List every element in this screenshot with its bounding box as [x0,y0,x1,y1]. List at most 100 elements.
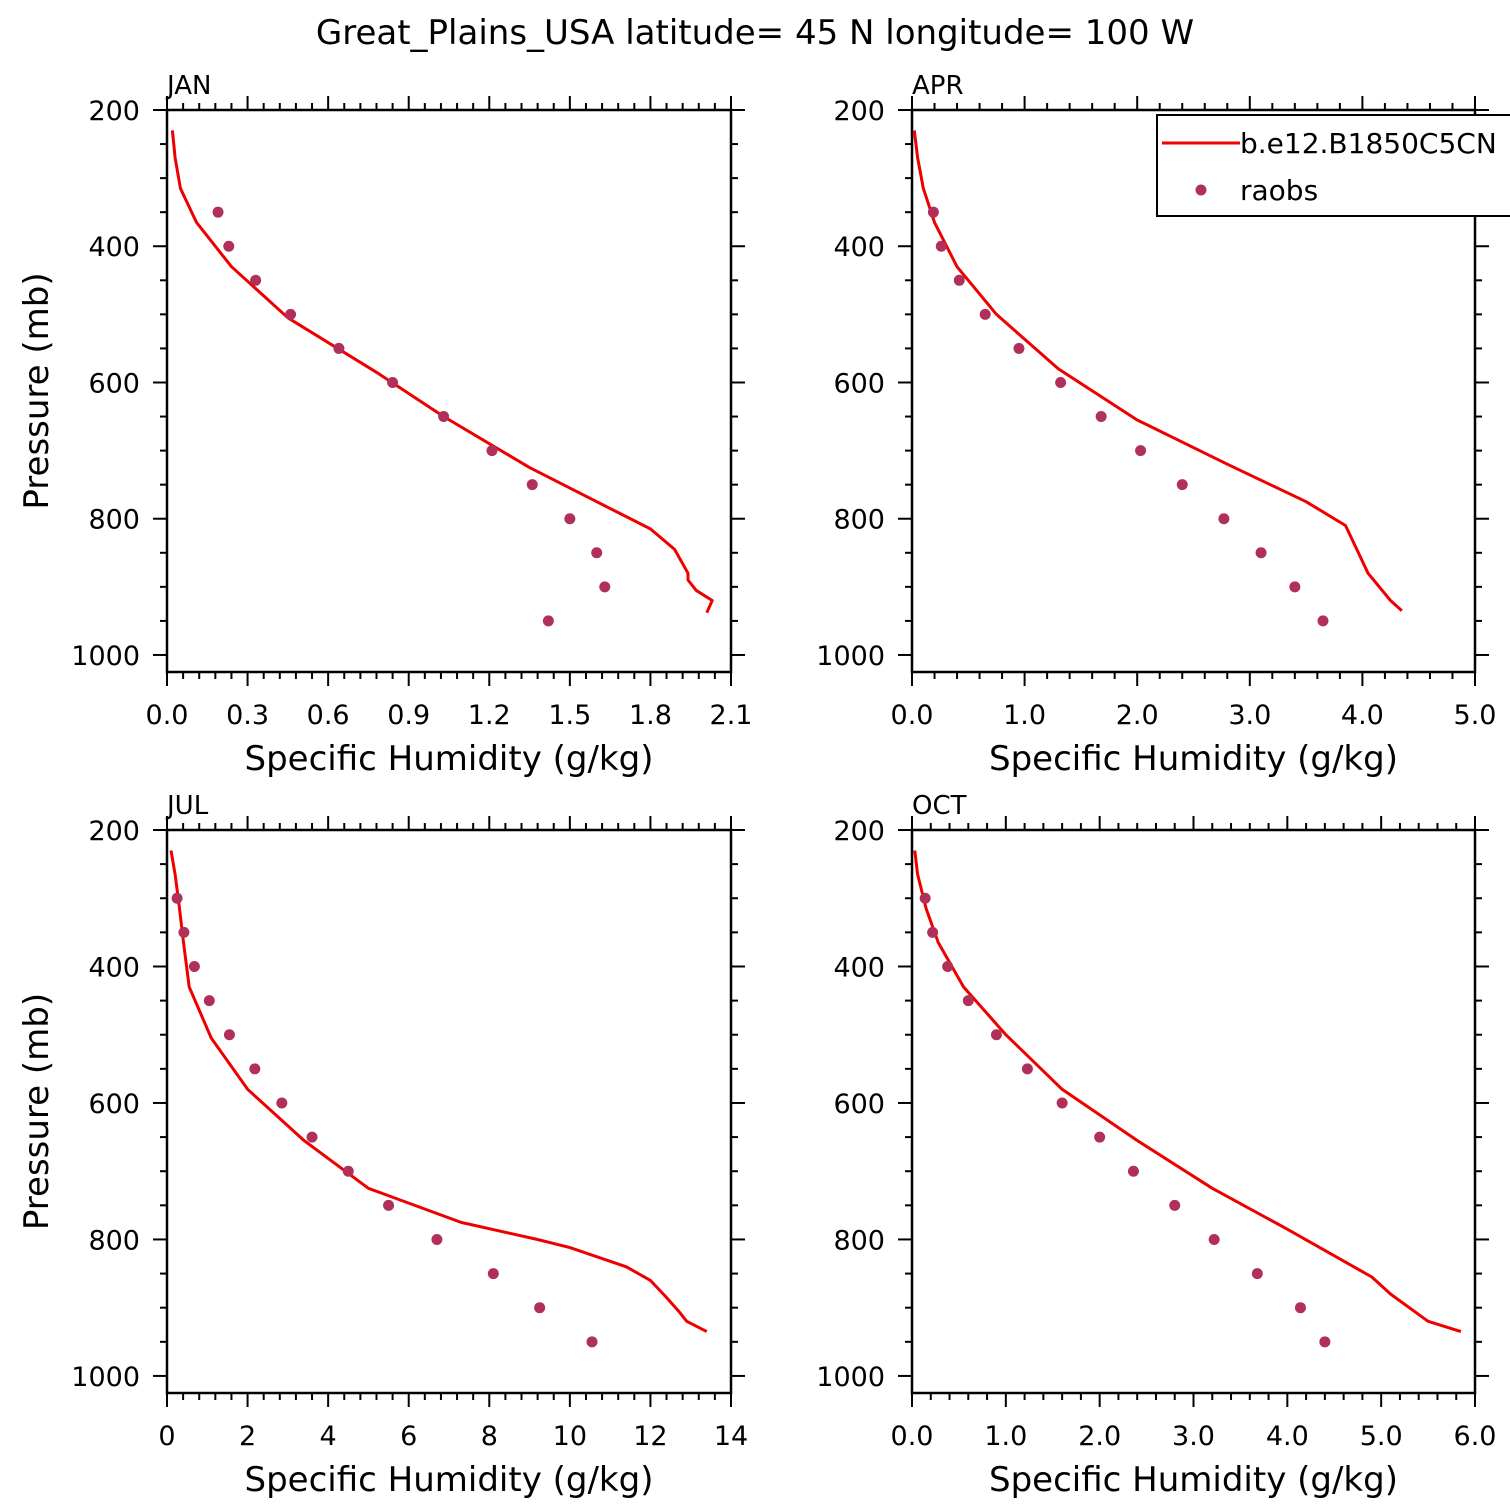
x-tick-label: 4 [320,1421,337,1452]
y-tick-label: 1000 [71,641,140,672]
raobs-point [1169,1199,1181,1211]
y-tick-label: 600 [88,368,140,399]
raobs-point [306,1131,318,1143]
raobs-point [962,995,974,1007]
raobs-point [223,240,235,252]
panel-jul: JUL 0 2 4 6 8 10 12 14 200 400 600 800 1000 Specific H… [17,791,748,1500]
y-tick-label: 1000 [816,641,885,672]
raobs-point [342,1165,354,1177]
raobs-point [1021,1063,1033,1075]
x-tick-label: 0 [158,1421,175,1452]
x-tick-label: 1.8 [629,700,672,731]
model-profile-line [170,130,714,614]
raobs-point [942,960,954,972]
panel-label: JAN [165,71,211,101]
raobs-point [586,1336,598,1348]
panel-label: JUL [165,791,209,821]
plot-frame [910,108,1477,674]
model-profile-line [169,850,708,1333]
raobs-point [250,274,262,286]
x-tick-label: 1.2 [468,700,511,731]
raobs-point [487,1268,499,1280]
x-tick-label: 12 [633,1421,667,1452]
raobs-point [1013,342,1025,354]
raobs-point [431,1233,443,1245]
x-tick-label: 2 [239,1421,256,1452]
y-tick-label: 400 [88,232,140,263]
x-tick-label: 1.5 [548,700,591,731]
raobs-point [1251,1268,1263,1280]
plot-frame [165,108,733,674]
x-tick-label: 2.0 [1116,700,1159,731]
raobs-point [927,206,939,218]
raobs-point [333,342,345,354]
panel-apr: APR 0.0 1.0 2.0 3.0 4.0 5.0 200 400 600 800 1000 Spe… [816,71,1496,779]
raobs-point [276,1097,288,1109]
raobs-point [591,547,603,559]
raobs-point [564,513,576,525]
panel-jan: JAN 0.0 0.3 0.6 0.9 1.2 1.5 1.8 2.1 200 400 600 800 1… [17,71,752,779]
panels: JAN 0.0 0.3 0.6 0.9 1.2 1.5 1.8 2.1 200 400 600 800 1… [17,71,1496,1500]
x-axis-title: Specific Humidity (g/kg) [989,739,1398,779]
y-tick-label: 400 [88,952,140,983]
model-profile-line [912,130,1403,612]
x-tick-label: 2.0 [1078,1421,1121,1452]
raobs-point [285,308,297,320]
raobs-point [526,479,538,491]
legend-label-raobs: raobs [1240,174,1318,207]
x-tick-label: 0.9 [387,700,430,731]
y-tick-label: 200 [833,96,885,127]
x-axis-title: Specific Humidity (g/kg) [245,739,654,779]
x-tick-label: 0.6 [307,700,350,731]
legend-marker-swatch [1195,184,1207,196]
y-axis-title: Pressure (mb) [17,272,57,509]
raobs-point [534,1302,546,1314]
y-tick-label: 600 [88,1089,140,1120]
raobs-point [1055,376,1067,388]
raobs-point [1208,1233,1220,1245]
raobs-point [387,376,399,388]
raobs-point [990,1029,1002,1041]
raobs-point [1294,1302,1306,1314]
raobs-point [1127,1165,1139,1177]
x-tick-label: 0.0 [146,700,189,731]
raobs-point [171,892,183,904]
raobs-point [1317,615,1329,627]
y-tick-label: 1000 [71,1362,140,1393]
raobs-point [1319,1336,1331,1348]
raobs-point [203,995,215,1007]
x-tick-label: 0.0 [891,700,934,731]
raobs-point [1176,479,1188,491]
y-tick-label: 600 [833,368,885,399]
x-axis-title: Specific Humidity (g/kg) [245,1460,654,1500]
raobs-point [919,892,931,904]
y-tick-label: 800 [88,505,140,536]
x-tick-label: 5.0 [1360,1421,1403,1452]
x-tick-label: 4.0 [1341,700,1384,731]
raobs-point [935,240,947,252]
x-tick-label: 0.3 [226,700,269,731]
y-tick-label: 400 [833,232,885,263]
raobs-point [212,206,224,218]
raobs-point [1095,411,1107,423]
y-tick-label: 800 [833,505,885,536]
raobs-point [1056,1097,1068,1109]
panel-oct: OCT 0.0 1.0 2.0 3.0 4.0 5.0 6.0 200 400 600 800 1000… [816,791,1496,1500]
raobs-point [599,581,611,593]
legend-label-model: b.e12.B1850C5CN [1240,127,1497,160]
model-profile-line [913,850,1462,1334]
x-tick-label: 8 [481,1421,498,1452]
x-tick-label: 14 [714,1421,748,1452]
legend: b.e12.B1850C5CN raobs [1156,114,1510,217]
y-tick-label: 800 [833,1225,885,1256]
raobs-point [383,1199,395,1211]
raobs-point [486,445,498,457]
x-tick-label: 6.0 [1454,1421,1497,1452]
raobs-point [223,1029,235,1041]
y-tick-label: 200 [88,96,140,127]
y-tick-label: 600 [833,1089,885,1120]
raobs-point [1255,547,1267,559]
y-tick-label: 400 [833,952,885,983]
panel-label: APR [912,71,964,101]
